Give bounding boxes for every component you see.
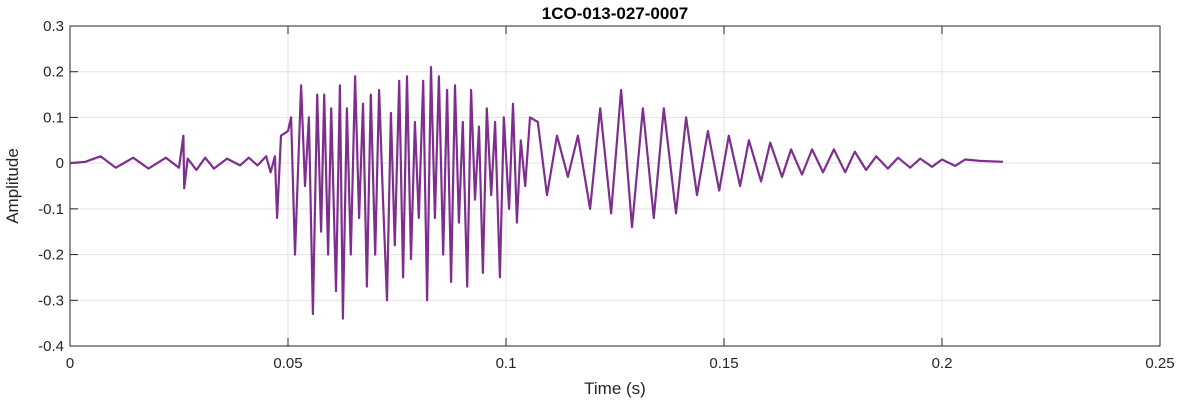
x-axis-label: Time (s) — [584, 379, 646, 398]
y-tick-label: -0.2 — [38, 247, 64, 264]
grid — [69, 25, 1161, 347]
y-tick-label: -0.3 — [38, 292, 64, 309]
plot-area — [69, 25, 1161, 347]
x-tick-label: 0.25 — [1145, 355, 1174, 372]
x-tick-label: 0 — [66, 355, 74, 372]
ticks: 0 0.05 0.1 0.15 0.2 0.25 -0.4 -0.3 -0.2 -0.1 0 0.1 0… — [38, 18, 1174, 372]
y-tick-label: 0.3 — [43, 18, 64, 35]
y-tick-label: -0.4 — [38, 338, 64, 355]
chart-title: 1CO-013-027-0007 — [542, 4, 688, 23]
series-line — [69, 65, 1004, 320]
y-tick-label: 0 — [56, 155, 64, 172]
x-tick-label: 0.1 — [496, 355, 517, 372]
y-axis-label: Amplitude — [3, 148, 22, 224]
x-tick-label: 0.15 — [709, 355, 738, 372]
x-tick-label: 0.05 — [273, 355, 302, 372]
y-tick-label: -0.1 — [38, 201, 64, 218]
x-tick-label: 0.2 — [932, 355, 953, 372]
y-tick-label: 0.2 — [43, 64, 64, 81]
y-tick-label: 0.1 — [43, 109, 64, 126]
